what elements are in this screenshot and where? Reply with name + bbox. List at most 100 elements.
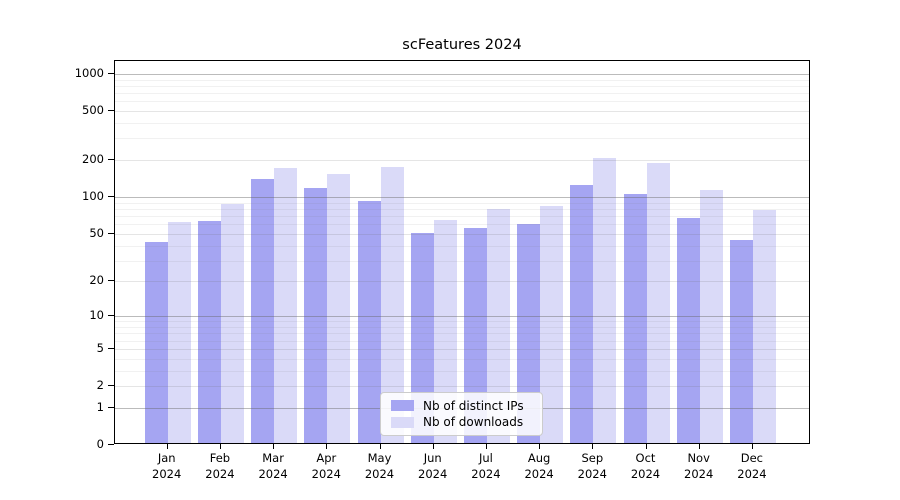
bar-downloads-may bbox=[380, 167, 404, 443]
x-tick-year: 2024 bbox=[630, 467, 661, 481]
x-tick-label-nov: Nov 2024 bbox=[667, 450, 731, 482]
y-tick-label-1: 1 bbox=[96, 399, 104, 414]
legend-item-downloads: Nb of downloads bbox=[391, 415, 532, 429]
bar-distinct-ips-sep bbox=[570, 184, 594, 443]
x-tick-jan bbox=[166, 444, 168, 449]
y-tick-label-200: 200 bbox=[82, 152, 104, 167]
y-tick-label-0: 0 bbox=[96, 437, 104, 451]
y-tick-label-100: 100 bbox=[82, 189, 104, 204]
gridline-500 bbox=[115, 111, 809, 112]
x-tick-dec bbox=[751, 444, 753, 449]
bar-downloads-aug bbox=[540, 205, 564, 443]
x-tick-label-dec: Dec 2024 bbox=[720, 450, 784, 482]
x-tick-label-feb: Feb 2024 bbox=[188, 450, 252, 482]
bar-downloads-dec bbox=[752, 209, 776, 443]
legend-label-distinct-ips: Nb of distinct IPs bbox=[423, 398, 524, 413]
bar-distinct-ips-jul bbox=[463, 227, 487, 443]
gridline-400 bbox=[115, 123, 809, 124]
x-tick-month: Apr bbox=[316, 451, 337, 465]
y-tick-2 bbox=[108, 385, 114, 386]
x-tick-label-jul: Jul 2024 bbox=[454, 450, 518, 482]
gridline-700 bbox=[115, 93, 809, 94]
x-tick-apr bbox=[326, 444, 328, 449]
x-tick-label-oct: Oct 2024 bbox=[614, 450, 678, 482]
bar-distinct-ips-aug bbox=[517, 223, 541, 443]
x-tick-oct bbox=[645, 444, 647, 449]
gridline-1000 bbox=[115, 73, 809, 75]
x-tick-year: 2024 bbox=[471, 467, 501, 481]
x-tick-year: 2024 bbox=[205, 467, 235, 481]
legend-swatch-downloads bbox=[391, 416, 414, 428]
x-tick-label-aug: Aug 2024 bbox=[507, 450, 571, 482]
bar-distinct-ips-mar bbox=[251, 179, 275, 443]
x-tick-year: 2024 bbox=[524, 467, 554, 481]
legend-swatch-distinct-ips bbox=[391, 400, 414, 412]
gridline-600 bbox=[115, 101, 809, 103]
bar-distinct-ips-jan bbox=[144, 242, 168, 443]
x-tick-label-jan: Jan 2024 bbox=[135, 450, 199, 482]
legend: Nb of distinct IPs Nb of downloads bbox=[380, 392, 543, 436]
gridline-800 bbox=[115, 85, 809, 87]
bar-distinct-ips-feb bbox=[197, 221, 221, 443]
bar-downloads-oct bbox=[646, 162, 670, 443]
y-tick-50 bbox=[108, 232, 114, 234]
bar-distinct-ips-dec bbox=[729, 239, 753, 443]
bar-distinct-ips-jun bbox=[410, 232, 434, 443]
x-tick-year: 2024 bbox=[258, 467, 288, 481]
x-tick-aug bbox=[539, 444, 541, 449]
y-tick-500 bbox=[108, 110, 114, 111]
x-tick-month: Aug bbox=[527, 451, 551, 465]
x-tick-year: 2024 bbox=[364, 467, 395, 481]
x-tick-nov bbox=[698, 444, 700, 449]
x-tick-mar bbox=[273, 444, 275, 449]
x-tick-may bbox=[379, 444, 381, 449]
x-tick-jun bbox=[432, 444, 434, 449]
gridline-300 bbox=[115, 138, 809, 140]
bar-downloads-jun bbox=[433, 219, 457, 443]
x-tick-jul bbox=[485, 444, 487, 449]
bar-distinct-ips-apr bbox=[304, 187, 328, 443]
x-tick-month: Sep bbox=[581, 451, 604, 465]
y-tick-label-50: 50 bbox=[89, 225, 104, 240]
y-tick-1 bbox=[108, 406, 114, 408]
x-tick-month: Oct bbox=[635, 451, 656, 465]
x-tick-month: Jul bbox=[478, 451, 493, 465]
y-tick-label-10: 10 bbox=[89, 308, 104, 323]
x-tick-month: Mar bbox=[262, 451, 284, 465]
legend-label-downloads: Nb of downloads bbox=[423, 415, 524, 430]
x-tick-month: Jan bbox=[157, 451, 176, 465]
x-tick-label-sep: Sep 2024 bbox=[560, 450, 624, 482]
legend-item-distinct-ips: Nb of distinct IPs bbox=[391, 399, 532, 413]
gridline-900 bbox=[115, 79, 809, 81]
x-tick-month: Nov bbox=[687, 451, 710, 465]
gridline-200 bbox=[115, 160, 809, 162]
y-tick-label-1000: 1000 bbox=[74, 65, 104, 80]
plot-area bbox=[114, 60, 810, 444]
bar-distinct-ips-may bbox=[357, 201, 381, 443]
x-tick-label-may: May 2024 bbox=[348, 450, 412, 482]
x-tick-month: Dec bbox=[740, 451, 764, 465]
x-tick-month: Feb bbox=[209, 451, 231, 465]
y-tick-label-5: 5 bbox=[96, 340, 104, 355]
x-tick-sep bbox=[592, 444, 594, 449]
x-tick-label-apr: Apr 2024 bbox=[294, 450, 358, 482]
x-tick-label-mar: Mar 2024 bbox=[241, 450, 305, 482]
x-tick-year: 2024 bbox=[311, 467, 341, 481]
x-tick-month: May bbox=[367, 451, 392, 465]
y-tick-label-2: 2 bbox=[96, 378, 104, 392]
x-tick-year: 2024 bbox=[577, 467, 607, 481]
bar-downloads-feb bbox=[220, 203, 244, 443]
y-tick-10 bbox=[108, 315, 114, 317]
y-tick-1000 bbox=[108, 72, 114, 74]
y-tick-0 bbox=[108, 444, 114, 445]
y-tick-20 bbox=[108, 280, 114, 282]
bar-downloads-jan bbox=[167, 222, 191, 443]
x-tick-year: 2024 bbox=[737, 467, 767, 481]
y-tick-200 bbox=[108, 159, 114, 161]
y-tick-label-500: 500 bbox=[82, 103, 104, 117]
x-tick-label-jun: Jun 2024 bbox=[401, 450, 465, 482]
bar-downloads-nov bbox=[699, 189, 723, 443]
chart-title: scFeatures 2024 bbox=[402, 37, 522, 53]
bar-distinct-ips-oct bbox=[623, 194, 647, 443]
